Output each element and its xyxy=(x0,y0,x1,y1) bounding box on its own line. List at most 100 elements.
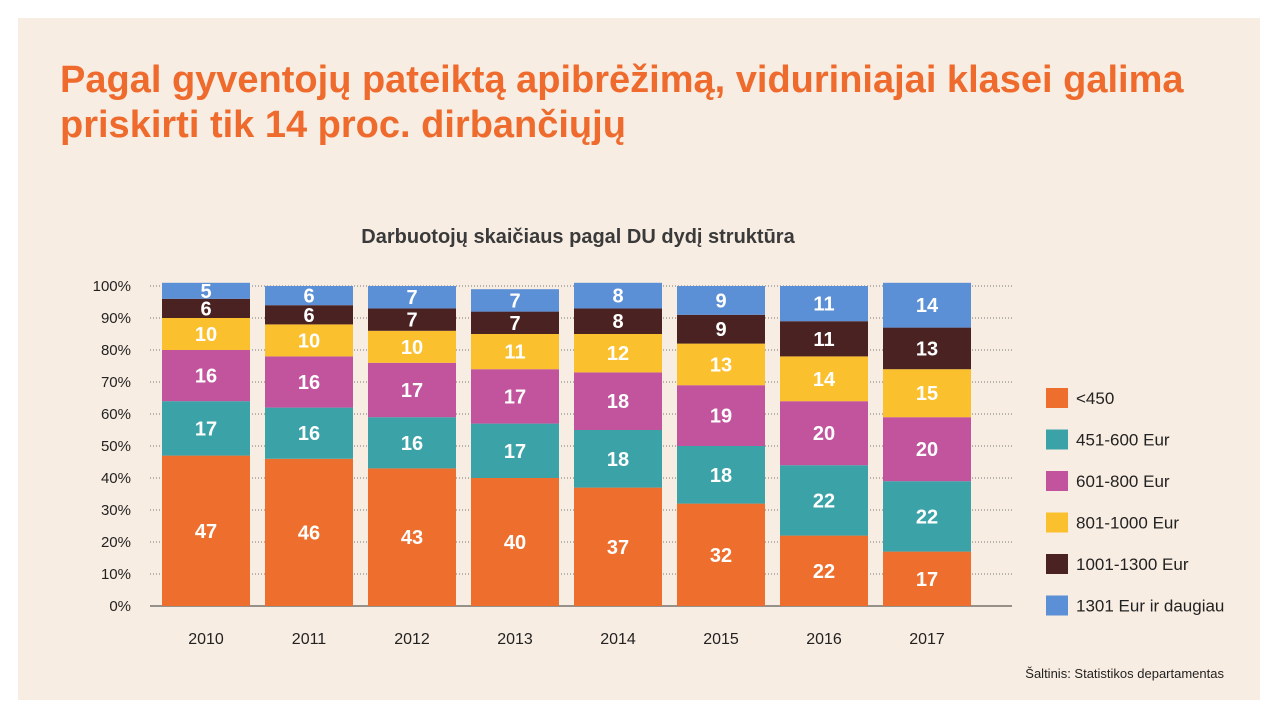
data-label: 14 xyxy=(916,295,939,317)
bar-segment xyxy=(368,417,456,469)
data-label: 7 xyxy=(406,310,417,332)
data-label: 16 xyxy=(401,433,423,455)
bar-segment xyxy=(265,407,353,459)
legend-swatch xyxy=(1046,429,1068,450)
data-label: 10 xyxy=(195,324,217,346)
data-label: 22 xyxy=(813,561,835,583)
slide-title: Pagal gyventojų pateiktą apibrėžimą, vid… xyxy=(60,59,1184,146)
data-label: 15 xyxy=(916,383,938,405)
bar-segment xyxy=(162,298,250,318)
bar-segment xyxy=(368,330,456,363)
bar-segment xyxy=(162,318,250,350)
data-label: 43 xyxy=(401,527,423,549)
y-tick-label: 40% xyxy=(101,470,131,487)
legend-swatch xyxy=(1046,595,1068,616)
y-tick-label: 60% xyxy=(101,406,131,423)
bar-segment xyxy=(677,286,765,315)
bar-segment xyxy=(780,465,868,536)
data-label: 6 xyxy=(303,286,314,308)
y-tick-label: 50% xyxy=(101,438,131,455)
data-label: 16 xyxy=(195,366,217,388)
bar-segment xyxy=(780,401,868,466)
bar-segment xyxy=(162,350,250,402)
data-label: 17 xyxy=(504,386,526,408)
bar-segment xyxy=(471,423,559,478)
data-label: 12 xyxy=(607,343,629,365)
data-label: 16 xyxy=(298,372,320,394)
bar-segment xyxy=(574,334,662,373)
bar-segment xyxy=(368,468,456,606)
data-label: 10 xyxy=(298,330,320,352)
data-label: 22 xyxy=(916,506,938,528)
bar-segment xyxy=(883,369,971,418)
data-label: 9 xyxy=(715,290,726,312)
y-tick-label: 10% xyxy=(101,566,131,583)
bar-segment xyxy=(780,321,868,357)
bar-segment xyxy=(883,551,971,606)
data-label: 40 xyxy=(504,532,526,554)
data-label: 8 xyxy=(612,286,623,308)
data-label: 47 xyxy=(195,521,217,543)
data-label: 18 xyxy=(607,449,629,471)
source-note: Šaltinis: Statistikos departamentas xyxy=(1025,666,1224,681)
bar-segment xyxy=(265,286,353,306)
x-tick-label: 2012 xyxy=(394,631,430,648)
bar-segment xyxy=(883,282,971,328)
y-tick-label: 30% xyxy=(101,502,131,519)
bar-segment xyxy=(471,311,559,334)
bar-segment xyxy=(574,308,662,334)
data-label: 9 xyxy=(715,319,726,341)
data-label: 7 xyxy=(406,287,417,309)
legend-swatch xyxy=(1046,388,1068,408)
data-label: 19 xyxy=(710,406,732,428)
data-label: 17 xyxy=(401,380,423,402)
data-label: 10 xyxy=(401,337,423,359)
x-tick-label: 2010 xyxy=(188,631,224,648)
bar-segment xyxy=(677,343,765,386)
bar-segment xyxy=(368,308,456,331)
x-tick-label: 2017 xyxy=(909,631,945,648)
y-tick-label: 100% xyxy=(93,278,131,295)
data-label: 20 xyxy=(813,423,835,445)
bar-segment xyxy=(780,535,868,606)
data-label: 6 xyxy=(303,305,314,327)
legend-label: 1301 Eur ir daugiau xyxy=(1076,597,1224,616)
data-label: 17 xyxy=(916,569,938,591)
y-tick-label: 70% xyxy=(101,374,131,391)
data-label: 11 xyxy=(504,342,525,364)
bar-segment xyxy=(574,430,662,488)
data-label: 13 xyxy=(916,338,938,360)
data-label: 14 xyxy=(813,369,836,391)
x-tick-label: 2013 xyxy=(497,631,533,648)
data-label: 7 xyxy=(509,313,520,335)
legend-swatch xyxy=(1046,512,1068,533)
legend-swatch xyxy=(1046,554,1068,574)
bar-segment xyxy=(368,286,456,309)
data-label: 6 xyxy=(200,298,211,320)
legend-label: 451-600 Eur xyxy=(1076,431,1170,450)
data-label: 17 xyxy=(195,418,217,440)
data-label: 7 xyxy=(509,290,520,312)
bar-segment xyxy=(162,401,250,456)
bar-segment xyxy=(883,327,971,370)
bar-segment xyxy=(574,372,662,430)
x-tick-label: 2011 xyxy=(292,631,327,648)
legend-swatch xyxy=(1046,471,1068,491)
data-label: 37 xyxy=(607,537,629,559)
y-tick-label: 80% xyxy=(101,342,131,359)
bar-segment xyxy=(574,282,662,309)
data-label: 11 xyxy=(813,294,834,316)
legend-label: 1001-1300 Eur xyxy=(1076,555,1189,574)
bar-segment xyxy=(677,446,765,504)
data-label: 11 xyxy=(813,329,834,351)
data-label: 32 xyxy=(710,545,732,567)
data-label: 46 xyxy=(298,522,320,544)
y-tick-label: 20% xyxy=(101,534,131,551)
bar-segment xyxy=(471,478,559,606)
data-label: 22 xyxy=(813,490,835,512)
bar-segment xyxy=(265,305,353,325)
bar-segment xyxy=(265,458,353,606)
bar-segment xyxy=(574,487,662,606)
data-label: 8 xyxy=(612,311,623,333)
